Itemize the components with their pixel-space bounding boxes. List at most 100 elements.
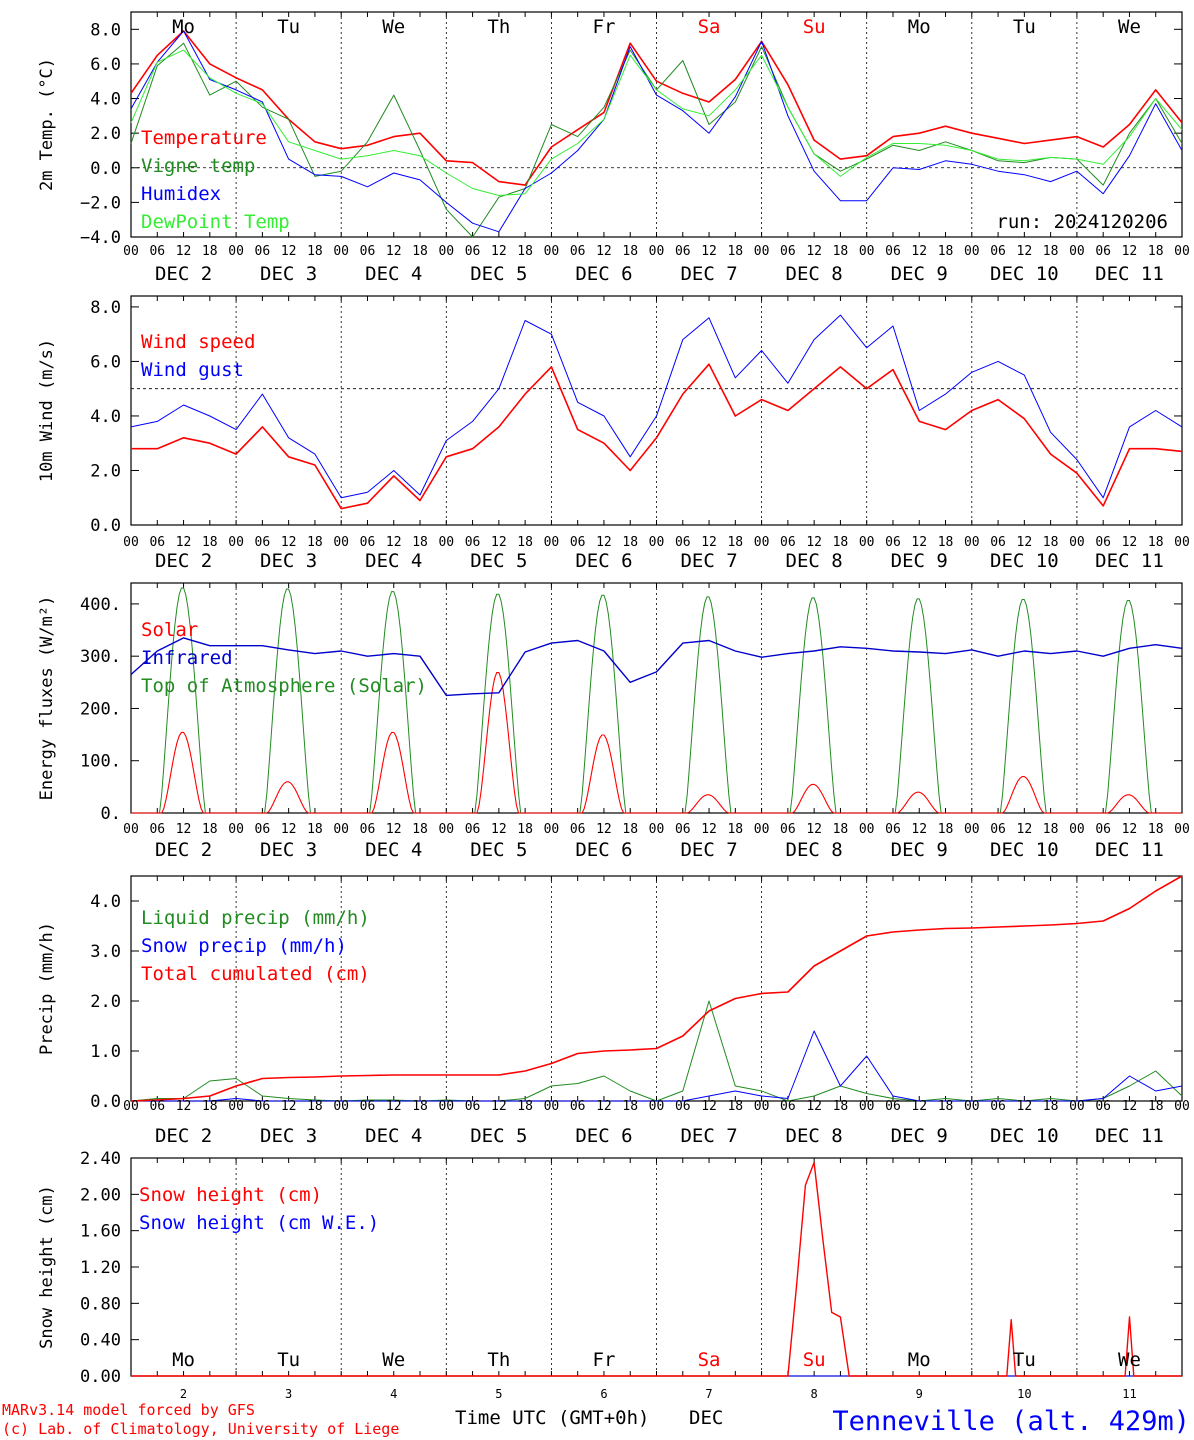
- hour-tick-label: 06: [780, 244, 796, 259]
- date-label: DEC 8: [786, 1125, 843, 1147]
- hour-tick-label: 12: [1017, 244, 1033, 259]
- hour-tick-label: 00: [544, 244, 560, 259]
- series-line-1: [131, 1030, 1183, 1102]
- panel-5: 2.40 2.00 1.60 1.20 0.80 0.40 0.00 Snow height …: [37, 1149, 1183, 1401]
- day-number-label: 3: [285, 1387, 292, 1401]
- date-label: DEC 7: [680, 1125, 737, 1147]
- y-tick-label: 1.0: [90, 1042, 121, 1062]
- hour-tick-label: 12: [701, 822, 717, 837]
- hour-tick-label: 12: [386, 1099, 402, 1114]
- legend-entry: Solar: [141, 619, 198, 641]
- hour-tick-label: 18: [833, 1099, 849, 1114]
- date-label: DEC 6: [575, 263, 632, 285]
- hour-tick-label: 00: [964, 1099, 980, 1114]
- hour-tick-label: 18: [412, 535, 428, 550]
- hour-tick-label: 00: [228, 244, 244, 259]
- hour-tick-label: 00: [649, 1099, 665, 1114]
- weekday-label: Sa: [698, 1349, 721, 1371]
- date-label: DEC 4: [365, 263, 422, 285]
- hour-tick-label: 06: [780, 822, 796, 837]
- hour-tick-label: 00: [1174, 822, 1190, 837]
- hour-tick-label: 18: [727, 1099, 743, 1114]
- model-credit: MARv3.14 model forced by GFS: [2, 1401, 255, 1419]
- hour-tick-label: 18: [1043, 1099, 1059, 1114]
- day-number-label: 4: [390, 1387, 397, 1401]
- hour-tick-label: 06: [465, 822, 481, 837]
- hour-tick-label: 00: [1069, 1099, 1085, 1114]
- date-label: DEC 3: [260, 839, 317, 861]
- day-number-label: 9: [916, 1387, 923, 1401]
- hour-tick-label: 12: [176, 535, 192, 550]
- hour-tick-label: 12: [911, 244, 927, 259]
- hour-tick-label: 00: [333, 822, 349, 837]
- hour-tick-label: 12: [1122, 1099, 1138, 1114]
- legend-entry: Wind speed: [141, 331, 255, 353]
- hour-tick-label: 06: [990, 822, 1006, 837]
- weekday-label: Sa: [698, 16, 721, 38]
- hour-tick-label: 18: [307, 822, 323, 837]
- hour-tick-label: 00: [544, 822, 560, 837]
- hour-tick-label: 18: [1043, 244, 1059, 259]
- hour-tick-label: 06: [990, 1099, 1006, 1114]
- hour-tick-label: 12: [386, 535, 402, 550]
- y-tick-label: 0.0: [90, 1092, 121, 1112]
- hour-tick-label: 00: [544, 535, 560, 550]
- hour-tick-label: 18: [412, 244, 428, 259]
- date-label: DEC 10: [990, 1125, 1059, 1147]
- hour-tick-label: 06: [675, 1099, 691, 1114]
- hour-tick-label: 18: [412, 1099, 428, 1114]
- day-number-label: 6: [600, 1387, 607, 1401]
- lab-credit: (c) Lab. of Climatology, University of L…: [2, 1420, 399, 1438]
- hour-tick-label: 12: [176, 244, 192, 259]
- date-label: DEC 9: [891, 839, 948, 861]
- hour-tick-label: 12: [1017, 822, 1033, 837]
- day-number-label: 10: [1017, 1387, 1031, 1401]
- weekday-label: Fr: [593, 1349, 616, 1371]
- hour-tick-label: 00: [649, 535, 665, 550]
- legend-entry: Wind gust: [141, 359, 244, 381]
- hour-tick-label: 06: [990, 535, 1006, 550]
- hour-tick-label: 00: [544, 1099, 560, 1114]
- station-name: Tenneville (alt. 429m): [832, 1406, 1190, 1437]
- hour-tick-label: 12: [386, 822, 402, 837]
- hour-tick-label: 06: [675, 244, 691, 259]
- hour-tick-label: 06: [1095, 244, 1111, 259]
- hour-tick-label: 00: [859, 535, 875, 550]
- hour-tick-label: 00: [228, 822, 244, 837]
- hour-tick-label: 18: [1043, 535, 1059, 550]
- hour-tick-label: 18: [517, 1099, 533, 1114]
- y-tick-label: 400.: [80, 595, 121, 615]
- hour-tick-label: 06: [1095, 535, 1111, 550]
- y-tick-label: 0.40: [80, 1331, 121, 1351]
- hour-tick-label: 06: [570, 244, 586, 259]
- hour-tick-label: 06: [255, 822, 271, 837]
- date-label: DEC 7: [680, 550, 737, 572]
- legend-entry: Snow precip (mm/h): [141, 935, 347, 957]
- hour-tick-label: 00: [1069, 244, 1085, 259]
- hour-tick-label: 18: [1148, 1099, 1164, 1114]
- hour-tick-label: 06: [360, 244, 376, 259]
- hour-tick-label: 00: [438, 535, 454, 550]
- y-tick-label: 1.20: [80, 1258, 121, 1278]
- weekday-label: Th: [487, 16, 510, 38]
- hour-tick-label: 00: [859, 822, 875, 837]
- y-tick-label: 8.0: [90, 20, 121, 40]
- hour-tick-label: 12: [176, 822, 192, 837]
- hour-tick-label: 18: [307, 535, 323, 550]
- date-label: DEC 8: [786, 839, 843, 861]
- series-line-0: [131, 1161, 1182, 1377]
- date-label: DEC 5: [470, 839, 527, 861]
- hour-tick-label: 00: [123, 244, 139, 259]
- y-axis-title: Energy fluxes (W/m²): [37, 596, 57, 801]
- weekday-label: We: [382, 16, 405, 38]
- date-label: DEC 8: [786, 263, 843, 285]
- legend-entry: Temperature: [141, 127, 267, 149]
- panel-1: 8.0 6.0 4.0 2.0 0.0 −2.0 −4.0 2m Temp. (°C) Temp…: [37, 11, 1190, 285]
- hour-tick-label: 00: [123, 535, 139, 550]
- y-tick-label: 4.0: [90, 90, 121, 110]
- hour-tick-label: 18: [938, 244, 954, 259]
- hour-tick-label: 12: [806, 1099, 822, 1114]
- y-axis-title: 10m Wind (m/s): [37, 339, 57, 482]
- date-label: DEC 4: [365, 1125, 422, 1147]
- hour-tick-label: 18: [622, 535, 638, 550]
